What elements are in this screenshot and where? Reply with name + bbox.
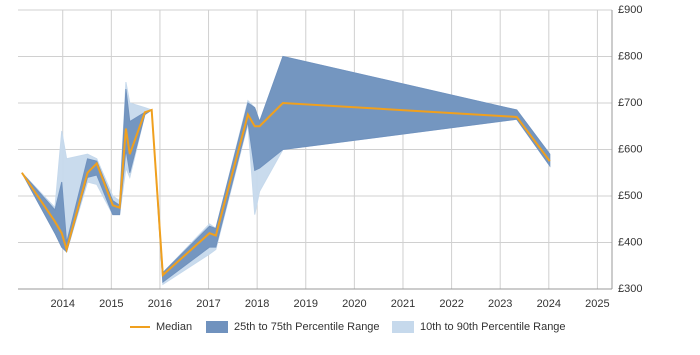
x-tick-label: 2021 [391, 298, 415, 310]
legend-label: Median [156, 321, 192, 333]
x-tick-label: 2015 [99, 298, 123, 310]
x-tick-label: 2016 [148, 298, 172, 310]
x-tick-label: 2019 [294, 298, 318, 310]
y-tick-label: £600 [618, 143, 642, 155]
legend-label: 25th to 75th Percentile Range [234, 321, 380, 333]
y-tick-label: £700 [618, 97, 642, 109]
x-tick-label: 2018 [245, 298, 269, 310]
legend-label: 10th to 90th Percentile Range [420, 321, 566, 333]
y-tick-label: £300 [618, 283, 642, 295]
x-tick-label: 2023 [488, 298, 512, 310]
x-tick-label: 2017 [196, 298, 220, 310]
x-tick-label: 2024 [537, 298, 561, 310]
y-tick-label: £900 [618, 4, 642, 16]
y-tick-label: £800 [618, 50, 642, 62]
x-tick-label: 2025 [585, 298, 609, 310]
x-tick-label: 2020 [342, 298, 366, 310]
median-line [21, 101, 551, 278]
y-tick-label: £500 [618, 190, 642, 202]
x-tick-label: 2022 [439, 298, 463, 310]
x-tick-label: 2014 [50, 298, 74, 310]
y-tick-label: £400 [618, 236, 642, 248]
legend-swatch [392, 321, 414, 333]
legend-swatch [206, 321, 228, 333]
